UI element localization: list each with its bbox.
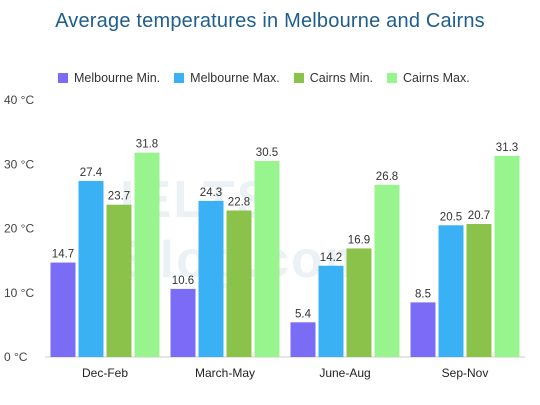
legend-item-cairns-min: Cairns Min.: [293, 71, 373, 85]
data-label: 30.5: [256, 147, 278, 159]
x-tick-label: March-May: [195, 366, 255, 380]
bar: [466, 224, 492, 357]
data-label: 10.6: [172, 275, 194, 287]
legend-swatch: [58, 73, 68, 83]
data-label: 24.3: [200, 187, 222, 199]
legend-item-melbourne-min: Melbourne Min.: [58, 71, 160, 85]
legend-label: Melbourne Max.: [190, 71, 280, 85]
bar: [134, 152, 160, 357]
bar: [318, 265, 344, 357]
legend-swatch: [174, 73, 185, 83]
data-label: 14.7: [52, 249, 74, 261]
data-label: 8.5: [415, 288, 431, 300]
legend-label: Cairns Max.: [403, 71, 470, 85]
data-label: 20.7: [468, 210, 490, 222]
bar: [374, 184, 400, 357]
legend-swatch: [387, 73, 397, 83]
legend: Melbourne Min. Melbourne Max. Cairns Min…: [58, 70, 470, 86]
legend-label: Cairns Min.: [309, 71, 373, 85]
data-label: 5.4: [295, 308, 312, 320]
bar: [198, 200, 224, 357]
data-label: 20.5: [440, 211, 462, 223]
x-tick-label: June-Aug: [319, 366, 370, 380]
y-tick-label: 30 °C: [4, 157, 34, 171]
bar: [170, 288, 196, 357]
y-tick-label: 10 °C: [4, 286, 34, 300]
data-label: 27.4: [80, 167, 103, 179]
data-label: 16.9: [348, 234, 370, 246]
data-label: 23.7: [108, 191, 130, 203]
bar: [50, 262, 76, 357]
bar: [438, 225, 464, 357]
data-label: 22.8: [228, 197, 250, 209]
x-tick-label: Dec-Feb: [82, 366, 128, 380]
chart-title: Average temperatures in Melbourne and Ca…: [55, 10, 485, 32]
bar: [410, 302, 436, 357]
bar: [106, 204, 132, 357]
bar: [226, 210, 252, 357]
data-label: 26.8: [376, 171, 398, 183]
data-label: 31.3: [496, 142, 518, 154]
data-label: 14.2: [320, 252, 342, 264]
y-tick-label: 20 °C: [4, 222, 34, 236]
bar: [494, 155, 520, 357]
x-tick-label: Sep-Nov: [442, 366, 489, 380]
legend-swatch: [293, 73, 304, 83]
bar: [290, 322, 316, 357]
bar: [78, 180, 104, 357]
legend-item-melbourne-max: Melbourne Max.: [174, 71, 280, 85]
data-label: 31.8: [136, 139, 158, 151]
y-tick-label: 40 °C: [4, 93, 34, 107]
bar: [346, 248, 372, 357]
legend-label: Melbourne Min.: [74, 71, 161, 85]
legend-item-cairns-max: Cairns Max.: [387, 71, 470, 85]
bar: [254, 161, 280, 357]
y-tick-label: 0 °C: [4, 350, 28, 364]
